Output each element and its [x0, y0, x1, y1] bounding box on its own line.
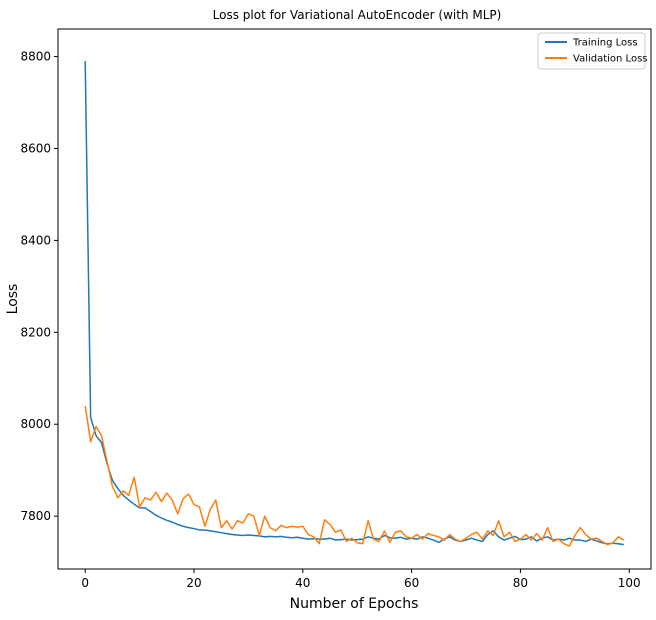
series-line-training-loss	[84, 61, 624, 546]
y-tick-label: 8600	[20, 141, 51, 155]
series-line-validation-loss	[84, 405, 625, 547]
y-tick-label: 8000	[20, 417, 51, 431]
plot-area	[84, 61, 625, 547]
x-axis-label: Number of Epochs	[290, 596, 419, 612]
chart-title: Loss plot for Variational AutoEncoder (w…	[213, 8, 502, 22]
x-tick-label: 100	[618, 576, 641, 590]
legend-label-validation: Validation Loss	[573, 54, 648, 65]
y-tick-label: 8200	[20, 325, 51, 339]
y-axis: 7800 8000 8200 8400 8600 8800	[20, 50, 58, 523]
y-tick-label: 7800	[20, 509, 51, 523]
plot-frame	[57, 28, 652, 570]
x-tick-label: 40	[295, 576, 310, 590]
y-tick-label: 8400	[20, 233, 51, 247]
legend: Training Loss Validation Loss	[537, 32, 648, 70]
legend-label-training: Training Loss	[572, 38, 638, 49]
x-tick-label: 20	[186, 576, 201, 590]
y-tick-label: 8800	[20, 50, 51, 64]
x-axis: 0 20 40 60 80 100	[81, 569, 641, 590]
x-tick-label: 60	[404, 576, 419, 590]
x-tick-label: 0	[81, 576, 89, 590]
y-axis-label: Loss	[5, 284, 21, 315]
x-tick-label: 80	[513, 576, 528, 590]
